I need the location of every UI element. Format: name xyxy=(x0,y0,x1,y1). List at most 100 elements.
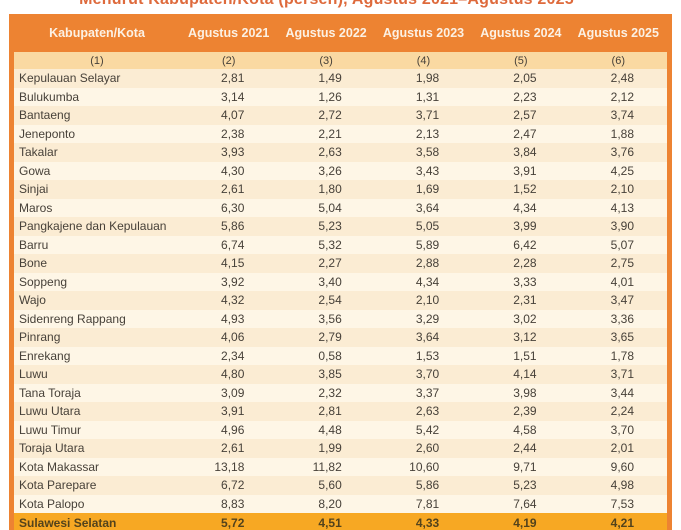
cell-value: 2,57 xyxy=(513,108,537,123)
cell-value: 3,92 xyxy=(221,274,245,289)
cell-value: 4,30 xyxy=(221,163,245,178)
column-index: (2) xyxy=(180,52,278,69)
cell-value: 8,20 xyxy=(318,496,342,511)
row-label: Sinjai xyxy=(19,182,49,197)
column-header-agustus-2022: Agustus 2022 xyxy=(277,14,375,52)
cell-value: 2,24 xyxy=(610,404,634,419)
row-label: Bulukumba xyxy=(19,89,80,104)
cell-value: 5,23 xyxy=(513,478,537,493)
row-label: Gowa xyxy=(19,163,51,178)
table-row: Wajo 4,32 2,54 2,10 2,31 3,47 xyxy=(14,291,667,310)
cell-value: 4,80 xyxy=(221,367,245,382)
cell-value: 2,61 xyxy=(221,182,245,197)
cell-value: 1,78 xyxy=(610,348,634,363)
row-label: Maros xyxy=(19,200,53,215)
cell-value: 3,70 xyxy=(610,422,634,437)
cell-value: 6,42 xyxy=(513,237,537,252)
table-row: Barru 6,74 5,32 5,89 6,42 5,07 xyxy=(14,235,667,254)
row-label: Soppeng xyxy=(19,274,68,289)
cell-value: 5,86 xyxy=(221,219,245,234)
row-label: Sidenreng Rappang xyxy=(19,311,126,326)
table-body: Kepulauan Selayar 2,81 1,49 1,98 2,05 2,48 Bul… xyxy=(14,69,667,513)
cell-value: 4,58 xyxy=(513,422,537,437)
cell-value: 11,82 xyxy=(312,459,342,474)
page-title: Menurut Kabupaten/Kota (persen), Agustus… xyxy=(0,0,653,9)
cell-value: 2,75 xyxy=(610,256,634,271)
row-label: Barru xyxy=(19,237,49,252)
cell-value: 5,89 xyxy=(415,237,440,252)
cell-value: 1,51 xyxy=(513,348,537,363)
cell-value: 1,88 xyxy=(610,126,634,141)
table-row: Kota Makassar 13,18 11,82 10,60 9,71 9,60 xyxy=(14,457,667,476)
cell-value: 4,14 xyxy=(513,367,537,382)
cell-value: 4,06 xyxy=(221,330,245,345)
row-label: Toraja Utara xyxy=(19,441,85,456)
cell-value: 3,98 xyxy=(513,385,537,400)
cell-value: 3,36 xyxy=(610,311,634,326)
row-label: Luwu xyxy=(19,367,48,382)
cell-value: 3,91 xyxy=(221,404,245,419)
cell-value: 2,32 xyxy=(318,385,342,400)
table-row: Luwu 4,80 3,85 3,70 4,14 3,71 xyxy=(14,365,667,384)
cell-value: 3,65 xyxy=(610,330,634,345)
table-row: Enrekang 2,34 0,58 1,53 1,51 1,78 xyxy=(14,346,667,365)
cell-value: 2,47 xyxy=(513,126,537,141)
cell-value: 7,64 xyxy=(513,496,537,511)
row-label: Takalar xyxy=(19,145,58,160)
cell-value: 2,13 xyxy=(415,126,440,141)
cell-value: 4,25 xyxy=(610,163,634,178)
table-row: Toraja Utara 2,61 1,99 2,60 2,44 2,01 xyxy=(14,439,667,458)
cell-value: 3,09 xyxy=(221,385,245,400)
cell-value: 0,58 xyxy=(318,348,342,363)
cell-value: 4,96 xyxy=(221,422,245,437)
cell-value: 3,26 xyxy=(318,163,342,178)
table-row: Sinjai 2,61 1,80 1,69 1,52 2,10 xyxy=(14,180,667,199)
cell-value: 5,07 xyxy=(610,237,634,252)
cell-value: 3,29 xyxy=(415,311,440,326)
cell-value: 4,34 xyxy=(513,200,537,215)
cell-value: 2,10 xyxy=(415,293,440,308)
unemployment-rate-table: Kabupaten/Kota Agustus 2021 Agustus 2022… xyxy=(14,14,667,530)
cell-value: 7,81 xyxy=(415,496,440,511)
cell-value: 1,69 xyxy=(415,182,440,197)
cell-value: 7,53 xyxy=(610,496,634,511)
table-row: Bantaeng 4,07 2,72 3,71 2,57 3,74 xyxy=(14,106,667,125)
table-row: Maros 6,30 5,04 3,64 4,34 4,13 xyxy=(14,198,667,217)
cell-value: 2,72 xyxy=(318,108,342,123)
cell-value: 13,18 xyxy=(214,459,245,474)
column-index: (4) xyxy=(374,52,473,69)
cell-value: 1,26 xyxy=(318,89,342,104)
footer-cell-value: 4,19 xyxy=(472,513,570,530)
cell-value: 3,58 xyxy=(415,145,440,160)
footer-cell-value: 5,72 xyxy=(180,513,278,530)
cell-value: 3,91 xyxy=(513,163,537,178)
row-label: Enrekang xyxy=(19,348,71,363)
table-row: Sidenreng Rappang 4,93 3,56 3,29 3,02 3,36 xyxy=(14,309,667,328)
cell-value: 1,52 xyxy=(513,182,537,197)
table-row: Takalar 3,93 2,63 3,58 3,84 3,76 xyxy=(14,143,667,162)
cell-value: 2,63 xyxy=(415,404,440,419)
cell-value: 3,64 xyxy=(415,330,440,345)
cell-value: 5,32 xyxy=(318,237,342,252)
cell-value: 3,14 xyxy=(221,89,245,104)
cell-value: 1,99 xyxy=(318,441,342,456)
column-index: (3) xyxy=(277,52,375,69)
cell-value: 8,83 xyxy=(221,496,245,511)
table-row: Jeneponto 2,38 2,21 2,13 2,47 1,88 xyxy=(14,124,667,143)
table-row: Gowa 4,30 3,26 3,43 3,91 4,25 xyxy=(14,161,667,180)
cell-value: 4,98 xyxy=(610,478,634,493)
row-label: Jeneponto xyxy=(19,126,76,141)
cell-value: 9,71 xyxy=(513,459,537,474)
cell-value: 2,81 xyxy=(318,404,342,419)
column-index: (5) xyxy=(472,52,570,69)
cell-value: 1,80 xyxy=(318,182,342,197)
cell-value: 5,05 xyxy=(415,219,440,234)
column-index-row: (1) (2) (3) (4) (5) (6) xyxy=(14,52,667,69)
cell-value: 3,90 xyxy=(610,219,634,234)
cell-value: 5,42 xyxy=(415,422,440,437)
cell-value: 2,88 xyxy=(415,256,440,271)
footer-cell-value: 4,33 xyxy=(374,513,473,530)
cell-value: 2,79 xyxy=(318,330,342,345)
cell-value: 3,47 xyxy=(610,293,634,308)
row-label: Kota Makassar xyxy=(19,459,100,474)
